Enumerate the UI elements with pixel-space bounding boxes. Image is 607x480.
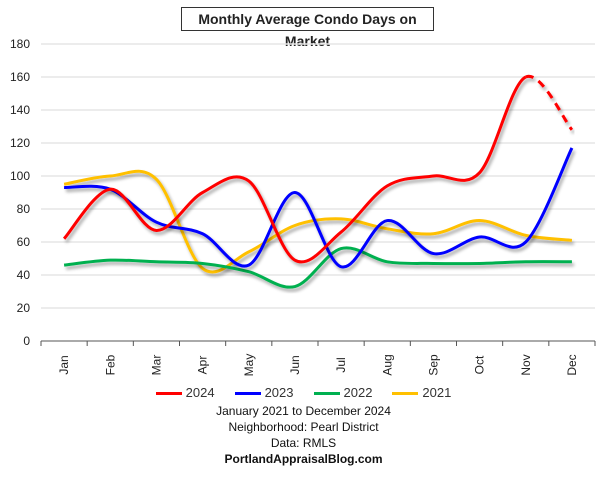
x-tick-label: Feb xyxy=(103,354,117,375)
legend-label: 2021 xyxy=(422,385,452,400)
series-line-2024 xyxy=(62,75,527,264)
legend-label: 2024 xyxy=(185,385,215,400)
y-tick-label: 180 xyxy=(10,37,30,51)
legend-label: 2022 xyxy=(343,385,373,400)
footer-source: Data: RMLS xyxy=(270,436,337,450)
y-tick-label: 0 xyxy=(23,334,30,348)
x-tick-label: Mar xyxy=(149,355,163,376)
x-tick-label: Nov xyxy=(519,354,533,375)
series-line-2021 xyxy=(63,169,573,274)
x-tick-label: Jul xyxy=(334,357,348,372)
y-tick-label: 120 xyxy=(10,136,30,150)
chart-title: Monthly Average Condo Days on Market xyxy=(181,7,434,49)
x-tick-label: Apr xyxy=(196,356,210,375)
footer-date-range: January 2021 to December 2024 xyxy=(216,404,391,418)
series-line-2023 xyxy=(64,147,574,269)
legend-item-2023: 2023 xyxy=(234,385,294,400)
y-tick-label: 140 xyxy=(10,103,30,117)
legend-swatch xyxy=(392,392,419,396)
y-tick-label: 60 xyxy=(17,235,31,249)
x-tick-label: Aug xyxy=(380,354,394,375)
legend-item-2021: 2021 xyxy=(392,385,451,400)
legend-swatch xyxy=(234,392,261,396)
footer-website: PortlandAppraisalBlog.com xyxy=(224,452,383,466)
y-tick-label: 100 xyxy=(10,169,30,183)
y-tick-label: 80 xyxy=(17,202,31,216)
x-tick-label: Oct xyxy=(473,355,487,374)
x-tick-label: Jan xyxy=(57,355,71,374)
legend: 2024 2023 2022 2021 xyxy=(0,385,607,400)
y-tick-label: 40 xyxy=(17,268,31,282)
footer-neighborhood: Neighborhood: Pearl District xyxy=(228,420,379,434)
legend-swatch xyxy=(313,392,340,396)
legend-label: 2023 xyxy=(264,385,294,400)
series-line-2022 xyxy=(63,246,572,289)
plot-area: 0 20 40 60 80 100 120 140 160 180 Jan Feb Mar Apr May J… xyxy=(10,37,596,377)
legend-swatch xyxy=(155,392,182,396)
x-tick-label: May xyxy=(242,354,256,377)
series-line-2024-projected xyxy=(525,75,574,131)
y-tick-label: 160 xyxy=(10,70,30,84)
y-tick-label: 20 xyxy=(17,301,31,315)
x-tick-label: Sep xyxy=(426,354,440,376)
legend-item-2024: 2024 xyxy=(155,385,215,400)
x-tick-label: Jun xyxy=(288,355,302,374)
legend-item-2022: 2022 xyxy=(313,385,373,400)
x-tick-label: Dec xyxy=(565,354,579,375)
